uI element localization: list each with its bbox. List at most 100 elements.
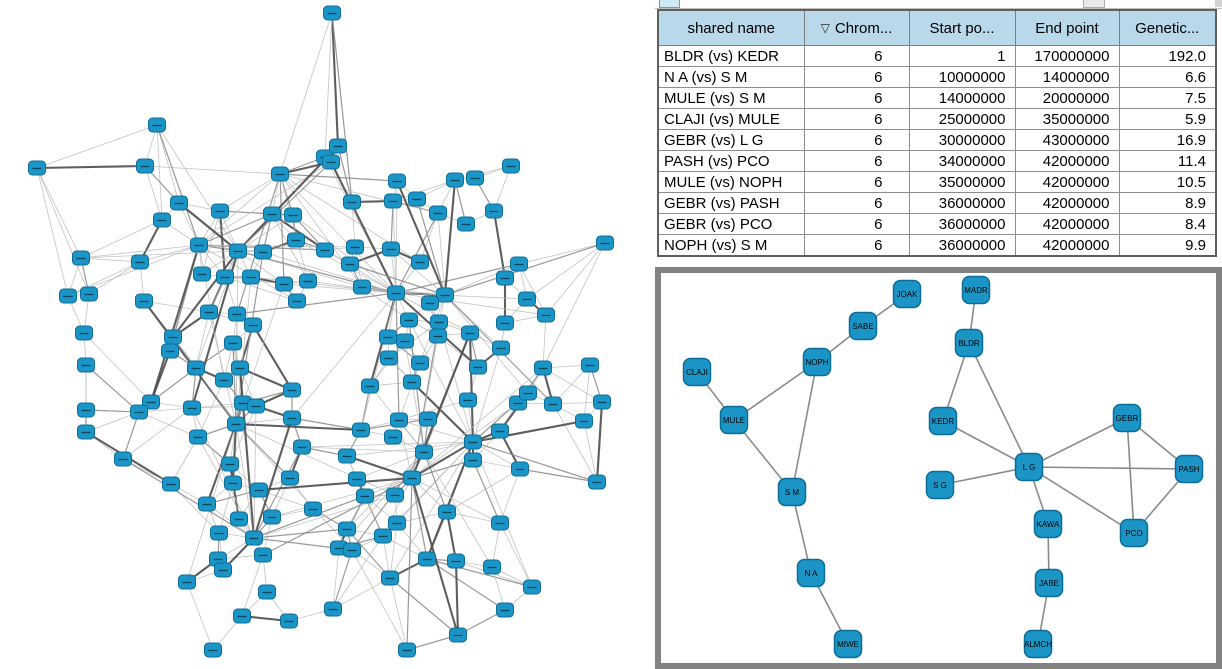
network-node[interactable] [491,515,509,531]
network-node[interactable] [136,158,154,174]
network-node[interactable] [338,521,356,537]
network-node[interactable] [519,385,537,401]
network-node[interactable] [77,424,95,440]
network-node[interactable] [390,412,408,428]
table-cell[interactable]: 6.6 [1118,66,1217,88]
table-cell[interactable]: GEBR (vs) L G [657,129,805,151]
node-shape[interactable] [1119,518,1149,548]
network-edge[interactable] [791,361,818,493]
table-cell[interactable]: 34000000 [908,150,1016,172]
table-cell[interactable]: 8.9 [1118,192,1217,214]
network-node[interactable]: GEBR [1112,403,1142,433]
table-cell[interactable]: 192.0 [1118,45,1217,67]
network-node[interactable]: CLAJI [682,357,712,387]
table-cell[interactable]: 14000000 [1014,66,1120,88]
node-shape[interactable] [954,328,984,358]
node-shape[interactable] [682,357,712,387]
network-node[interactable] [457,216,475,232]
table-cell[interactable]: GEBR (vs) PCO [657,213,805,235]
network-node[interactable] [387,285,405,301]
network-node[interactable]: ALMCH [1023,629,1053,659]
network-node[interactable]: SABE [848,311,878,341]
network-edge[interactable] [733,361,818,421]
table-cell[interactable]: GEBR (vs) PASH [657,192,805,214]
network-node[interactable] [447,553,465,569]
network-node[interactable] [170,195,188,211]
table-cell[interactable]: 42000000 [1014,171,1120,193]
network-node[interactable] [403,374,421,390]
network-node[interactable] [380,350,398,366]
network-node[interactable] [356,488,374,504]
network-node[interactable] [492,340,510,356]
network-node[interactable] [198,496,216,512]
table-cell[interactable]: MULE (vs) S M [657,87,805,109]
table-cell[interactable]: 6 [803,213,910,235]
network-edge[interactable] [1126,417,1135,534]
table-row[interactable]: BLDR (vs) KEDR 6 1 170000000 192.0 [657,45,1217,67]
node-shape[interactable] [928,406,958,436]
network-node[interactable] [247,398,265,414]
network-node[interactable] [162,476,180,492]
network-node[interactable] [263,206,281,222]
network-node[interactable] [429,328,447,344]
overview-network-canvas[interactable] [0,0,652,669]
network-node[interactable] [224,335,242,351]
network-node[interactable] [221,456,239,472]
node-shape[interactable] [796,558,826,588]
network-node[interactable] [348,471,366,487]
network-node[interactable] [593,394,611,410]
node-shape[interactable] [892,279,922,309]
network-node[interactable]: S M [777,477,807,507]
network-node[interactable] [446,172,464,188]
network-node[interactable] [421,295,439,311]
network-node[interactable] [436,287,454,303]
node-shape[interactable] [1014,452,1044,482]
table-row[interactable]: GEBR (vs) L G 6 30000000 43000000 16.9 [657,129,1217,151]
network-node[interactable] [215,372,233,388]
network-node[interactable] [398,642,416,658]
network-node[interactable]: MADR [961,275,991,305]
network-edge[interactable] [939,466,1030,486]
network-node[interactable] [287,232,305,248]
network-node[interactable] [283,410,301,426]
network-node[interactable] [438,504,456,520]
network-node[interactable] [575,413,593,429]
network-node[interactable] [343,542,361,558]
network-node[interactable] [316,242,334,258]
column-header-end-point[interactable]: End point [1014,9,1120,46]
table-cell[interactable]: 35000000 [908,171,1016,193]
network-node[interactable] [496,270,514,286]
node-shape[interactable] [1033,509,1063,539]
table-cell[interactable]: 1 [908,45,1016,67]
network-node[interactable] [224,475,242,491]
network-node[interactable] [386,487,404,503]
table-cell[interactable]: 7.5 [1118,87,1217,109]
network-edge[interactable] [968,342,1030,468]
network-node[interactable] [244,317,262,333]
network-node[interactable] [502,158,520,174]
network-node[interactable] [280,613,298,629]
network-node[interactable] [242,269,260,285]
network-node[interactable] [418,551,436,567]
network-node[interactable] [581,357,599,373]
network-node[interactable] [534,360,552,376]
network-node[interactable] [130,404,148,420]
table-cell[interactable]: MULE (vs) NOPH [657,171,805,193]
table-cell[interactable]: 6 [803,87,910,109]
network-node[interactable]: MIWE [833,629,863,659]
network-node[interactable] [135,293,153,309]
network-node[interactable] [459,392,477,408]
table-cell[interactable]: 43000000 [1014,129,1120,151]
network-node[interactable] [59,288,77,304]
network-node[interactable] [299,273,317,289]
network-node[interactable] [588,474,606,490]
node-shape[interactable] [1112,403,1142,433]
network-node[interactable]: NOPH [802,347,832,377]
node-shape[interactable] [1174,454,1204,484]
network-node[interactable] [142,394,160,410]
node-shape[interactable] [925,470,955,500]
network-node[interactable] [496,602,514,618]
table-cell[interactable]: 170000000 [1014,45,1120,67]
network-node[interactable] [323,5,341,21]
network-node[interactable] [28,160,46,176]
